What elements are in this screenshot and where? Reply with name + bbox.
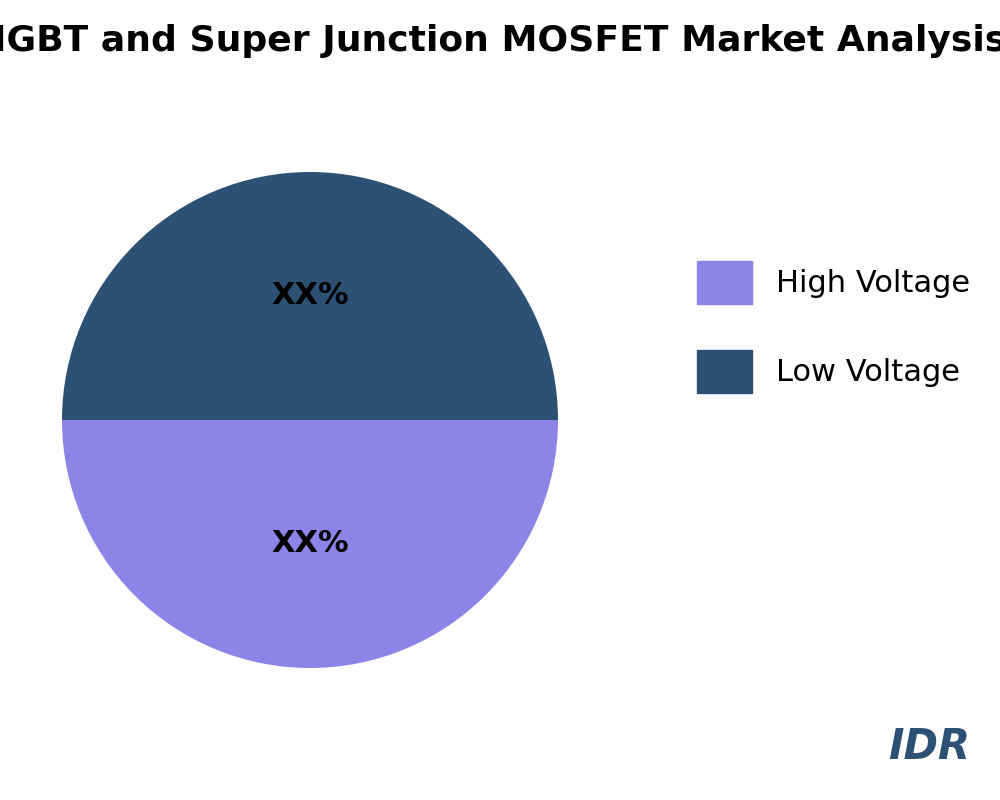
- Wedge shape: [62, 420, 558, 668]
- Wedge shape: [62, 172, 558, 420]
- Text: XX%: XX%: [271, 282, 349, 310]
- Text: IGBT and Super Junction MOSFET Market Analysis: IGBT and Super Junction MOSFET Market An…: [0, 24, 1000, 58]
- Legend: High Voltage, Low Voltage: High Voltage, Low Voltage: [666, 230, 1000, 424]
- Text: IDR: IDR: [888, 726, 970, 768]
- Text: XX%: XX%: [271, 530, 349, 558]
